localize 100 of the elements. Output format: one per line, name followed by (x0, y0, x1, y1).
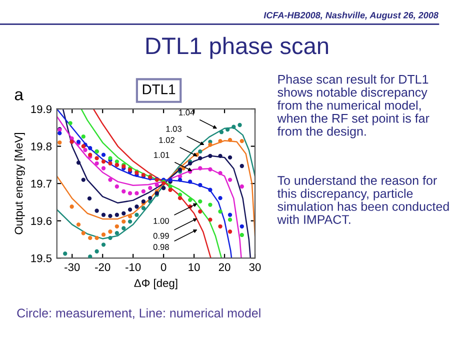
point (101, 212, 106, 217)
point (218, 138, 222, 144)
text: ICFA-HB2008, Nashville, August 26, 2008 (264, 12, 438, 20)
text: Circle: measurement, Line: numerical model (17, 308, 260, 320)
point (94, 208, 99, 213)
point (198, 156, 202, 160)
point (228, 155, 232, 160)
point (101, 232, 106, 237)
line-series (92, 108, 212, 258)
x-tick-label: -30 (64, 263, 80, 272)
point (134, 204, 139, 209)
point (94, 161, 99, 166)
text: DTL1 (142, 84, 176, 94)
point (240, 138, 244, 144)
point (128, 219, 132, 224)
point (208, 167, 212, 172)
point (225, 127, 230, 132)
point (76, 222, 81, 227)
annotation: 1.01 (154, 152, 170, 158)
line-series (80, 108, 222, 258)
x-tick-label: 0 (160, 263, 166, 272)
y-tick-label: 19.9 (31, 105, 52, 114)
point (101, 159, 106, 164)
point (94, 236, 99, 240)
point (94, 156, 99, 160)
point (198, 209, 202, 214)
point (198, 199, 202, 204)
x-axis-title: ΔΦ [deg] (134, 278, 178, 290)
point (148, 186, 152, 190)
point (228, 230, 232, 234)
point (83, 148, 88, 152)
point (114, 212, 120, 217)
point (108, 236, 112, 240)
annotation: 1.00 (154, 218, 169, 224)
point (168, 184, 172, 189)
point (219, 130, 224, 134)
text: a (14, 91, 24, 100)
point (240, 232, 244, 238)
point (148, 196, 152, 200)
point (128, 208, 132, 212)
point (122, 219, 126, 224)
point (208, 154, 212, 158)
point (238, 122, 242, 128)
point (141, 206, 146, 210)
point (122, 189, 126, 194)
y-axis-title: Output energy [MeV] (14, 133, 25, 234)
point (198, 149, 202, 154)
point (88, 254, 92, 258)
point (218, 154, 222, 158)
annotation: 0.99 (153, 232, 169, 239)
point (218, 224, 222, 228)
point (154, 182, 159, 188)
point (178, 196, 182, 200)
point (87, 196, 92, 201)
point (134, 212, 139, 217)
point (108, 161, 112, 166)
point (88, 146, 92, 150)
point (88, 236, 92, 240)
annotation: 1.03 (166, 126, 182, 132)
point (228, 212, 232, 217)
point (70, 204, 74, 209)
y-tick-label: 19.7 (31, 180, 52, 188)
x-tick-label: 20 (218, 263, 230, 272)
point (208, 188, 212, 192)
point (240, 164, 244, 168)
point (228, 138, 232, 142)
point (81, 178, 86, 182)
point (218, 171, 222, 176)
point (108, 230, 112, 234)
point (208, 202, 212, 207)
x-tick-label: 10 (188, 263, 200, 272)
point (114, 224, 120, 228)
point (128, 214, 132, 218)
point (240, 224, 244, 228)
point (218, 196, 222, 200)
point (188, 198, 192, 202)
x-tick-label: 30 (249, 263, 261, 272)
point (58, 131, 62, 136)
point (198, 182, 202, 188)
text: To understand the reason for this discrepancy, particle simulation has been conducted with IMPACT. (277, 176, 449, 224)
point (122, 226, 126, 230)
point (228, 178, 232, 182)
point (228, 218, 232, 222)
annotation: 1.04 (179, 110, 194, 116)
point (122, 211, 126, 216)
x-tick-label: -20 (95, 263, 110, 272)
text: Phase scan result for DTL1 shows notable discrepancy from the numerical model, when the RF set point is far from the design. (277, 74, 430, 138)
point (128, 191, 132, 196)
point (114, 231, 120, 236)
point (76, 160, 81, 165)
point (232, 124, 236, 129)
y-tick-label: 19.5 (31, 254, 52, 262)
y-tick-label: 19.6 (31, 217, 52, 225)
chart-title: DTL1 phase scan (146, 36, 328, 59)
point (108, 178, 112, 182)
point (134, 191, 139, 196)
point (101, 242, 106, 247)
y-tick-label: 19.8 (31, 142, 52, 150)
point (63, 252, 68, 256)
point (188, 180, 192, 184)
